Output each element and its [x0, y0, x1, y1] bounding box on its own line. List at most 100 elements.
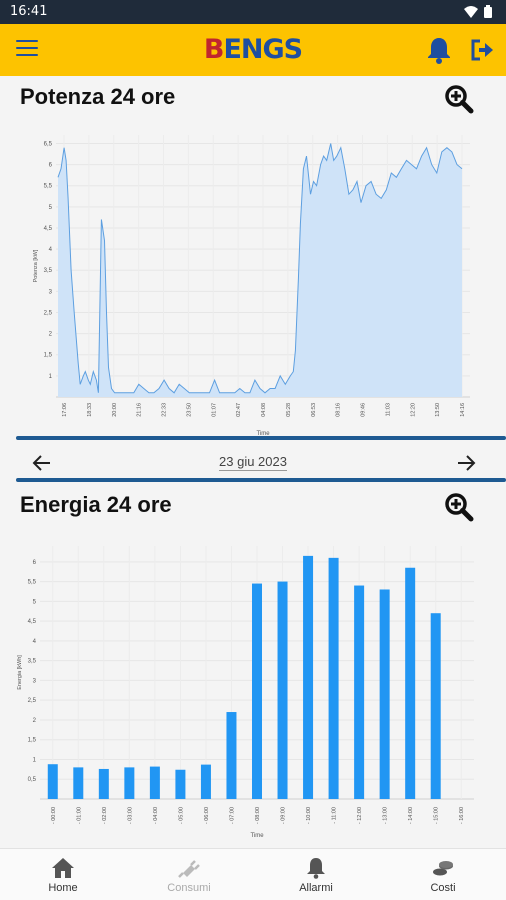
x-tick-label: - 16:00	[459, 807, 465, 824]
x-tick-label: 13:50	[435, 403, 441, 417]
x-tick-label: 09:46	[361, 403, 367, 417]
status-bar: 16:41	[0, 0, 506, 24]
x-axis-label: Time	[250, 833, 264, 839]
x-tick-label: - 02:00	[102, 807, 108, 824]
x-tick-label: - 09:00	[281, 807, 287, 824]
date-navigator: 23 giu 2023	[0, 446, 506, 480]
y-tick-label: 3,5	[44, 268, 53, 274]
energy-bar	[303, 555, 314, 799]
energy-bar	[200, 764, 211, 799]
nav-label-allarmi: Allarmi	[299, 882, 333, 894]
x-tick-label: 17:06	[62, 403, 68, 417]
y-tick-label: 4	[33, 639, 37, 645]
x-tick-label: - 13:00	[383, 807, 389, 824]
y-tick-label: 2	[49, 332, 53, 338]
wifi-icon	[464, 5, 478, 18]
divider-bottom	[16, 478, 506, 482]
x-tick-label: 12:20	[410, 403, 416, 417]
energy-bar	[379, 589, 390, 799]
power-title: Potenza 24 ore	[20, 84, 176, 109]
app-logo: BENGS	[0, 34, 506, 65]
power-series-line	[57, 143, 463, 394]
x-axis-label: Time	[256, 431, 270, 437]
x-tick-label: 06:53	[311, 403, 317, 417]
nav-item-home[interactable]: Home	[0, 849, 126, 900]
date-label[interactable]: 23 giu 2023	[0, 454, 506, 471]
logo-rest: ENGS	[223, 34, 303, 65]
y-tick-label: 1,5	[44, 353, 53, 359]
y-tick-label: 4	[49, 247, 53, 253]
energy-title: Energia 24 ore	[20, 492, 172, 517]
y-axis-label: Potenza [kW]	[33, 249, 39, 282]
energy-bar	[252, 583, 262, 799]
y-tick-label: 5	[49, 205, 53, 211]
y-tick-label: 5	[33, 599, 37, 605]
energy-bar	[226, 712, 237, 799]
status-icons	[464, 5, 492, 18]
x-tick-label: 22:33	[162, 403, 168, 417]
x-tick-label: 21:16	[137, 403, 143, 417]
battery-icon	[484, 5, 492, 18]
x-tick-label: - 14:00	[408, 807, 414, 824]
next-day-arrow-icon[interactable]	[456, 454, 476, 472]
prev-day-arrow-icon[interactable]	[32, 454, 52, 472]
energy-bar	[47, 764, 58, 799]
y-tick-label: 6	[33, 560, 37, 566]
y-tick-label: 1,5	[28, 738, 37, 744]
x-tick-label: - 11:00	[332, 807, 338, 824]
nav-item-allarmi[interactable]: Allarmi	[253, 849, 379, 900]
x-tick-label: - 15:00	[434, 807, 440, 824]
x-tick-label: - 08:00	[255, 807, 261, 824]
x-tick-label: 14:16	[460, 403, 466, 417]
nav-label-home: Home	[48, 882, 78, 894]
x-tick-label: 18:33	[87, 403, 93, 417]
energy-bar	[175, 769, 186, 799]
x-tick-label: - 10:00	[306, 807, 312, 824]
y-tick-label: 4,5	[28, 619, 37, 625]
bell-icon[interactable]	[426, 36, 452, 64]
status-time: 16:41	[10, 4, 48, 19]
y-tick-label: 2,5	[28, 698, 37, 704]
x-tick-label: - 03:00	[127, 807, 133, 824]
x-tick-label: - 01:00	[76, 807, 82, 824]
zoom-in-icon[interactable]	[444, 84, 474, 114]
y-tick-label: 2	[33, 718, 37, 724]
nav-item-costi[interactable]: Costi	[380, 849, 506, 900]
x-tick-label: - 05:00	[178, 807, 184, 824]
x-tick-label: - 12:00	[357, 807, 363, 824]
energy-bar	[124, 767, 135, 799]
x-tick-label: 08:16	[336, 403, 342, 417]
y-tick-label: 2,5	[44, 310, 53, 316]
x-tick-label: 01:07	[211, 403, 217, 417]
home-icon	[52, 858, 74, 878]
energy-bar	[98, 768, 109, 799]
nav-item-consumi[interactable]: Consumi	[126, 849, 252, 900]
zoom-in-icon[interactable]	[444, 492, 474, 522]
energy-bar	[430, 613, 441, 799]
y-axis-label: Energia [kWh]	[17, 655, 23, 690]
nav-label-costi: Costi	[430, 882, 456, 894]
x-tick-label: - 04:00	[153, 807, 159, 824]
x-tick-label: 05:28	[286, 403, 292, 417]
app-bar: BENGS	[0, 24, 506, 76]
energy-bar	[73, 767, 84, 799]
y-tick-label: 3,5	[28, 659, 37, 665]
energy-chart: 0,5 1 1,5 2 2,5 3 3,5 4 4,5 5 5,5 6 Energia [kWh] Tim…	[17, 546, 474, 839]
energy-bar	[277, 581, 288, 799]
x-tick-label: 20:00	[112, 403, 118, 417]
logo-b: B	[203, 34, 225, 65]
x-tick-label: - 06:00	[204, 807, 210, 824]
menu-icon[interactable]	[16, 40, 38, 60]
plug-icon	[178, 860, 200, 878]
energy-bar	[328, 557, 339, 799]
divider-top	[16, 436, 506, 440]
y-tick-label: 3	[33, 678, 37, 684]
logout-icon[interactable]	[470, 38, 496, 62]
y-tick-label: 6	[49, 163, 53, 169]
power-chart: 1 1,5 2 2,5 3 3,5 4 4,5 5 5,5 6 6,5 Potenza [kW] Time…	[33, 135, 470, 437]
power-series-area	[58, 143, 462, 397]
coins-icon	[433, 861, 453, 876]
y-tick-label: 5,5	[44, 184, 53, 190]
y-tick-label: 6,5	[44, 141, 53, 147]
y-tick-label: 3	[49, 289, 53, 295]
